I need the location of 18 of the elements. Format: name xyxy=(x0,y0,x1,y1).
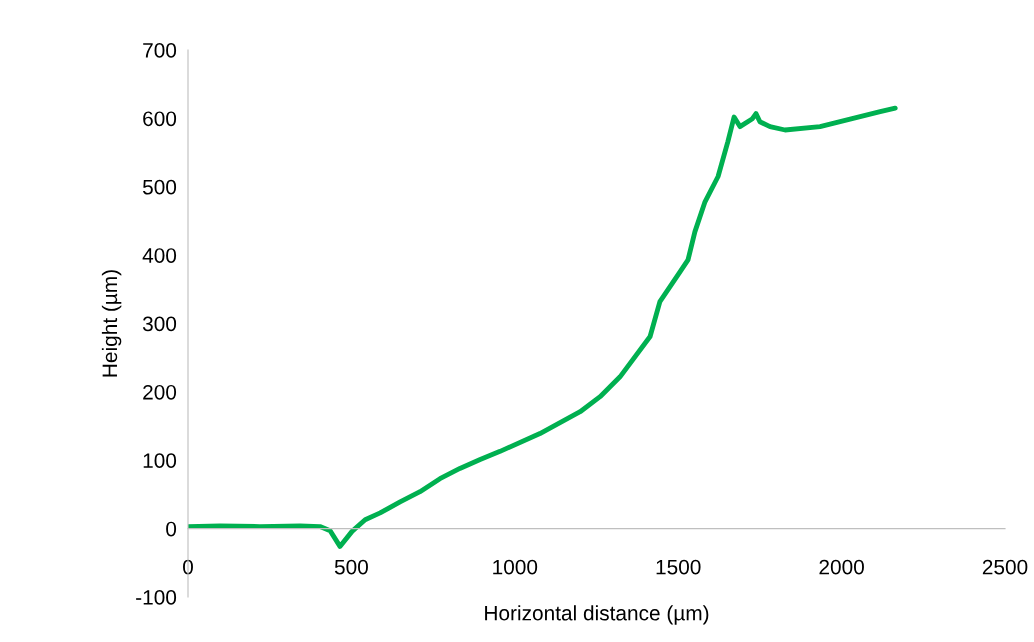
y-tick-label: 200 xyxy=(143,384,177,400)
x-tick-label: 2500 xyxy=(982,559,1028,575)
x-tick-label: 1500 xyxy=(656,559,701,575)
x-tick-label: 0 xyxy=(183,559,193,575)
y-tick-label: 600 xyxy=(143,111,177,127)
y-tick-label: 0 xyxy=(166,521,177,537)
line-series xyxy=(188,105,898,549)
y-tick-label: 400 xyxy=(142,248,177,263)
x-tick-label: 1000 xyxy=(493,559,538,575)
y-tick-label: 500 xyxy=(142,179,177,195)
x-tick-label: 500 xyxy=(334,559,368,575)
y-tick-label: 300 xyxy=(142,316,177,332)
x-axis-title: Horizontal distance (µm) xyxy=(485,605,709,625)
y-tick-label: 100 xyxy=(143,453,177,468)
y-tick-label: 700 xyxy=(143,43,177,58)
x-tick-label: 2000 xyxy=(819,559,864,575)
y-axis-title: Height (µm) xyxy=(101,270,122,377)
y-tick-label: -100 xyxy=(136,590,177,605)
